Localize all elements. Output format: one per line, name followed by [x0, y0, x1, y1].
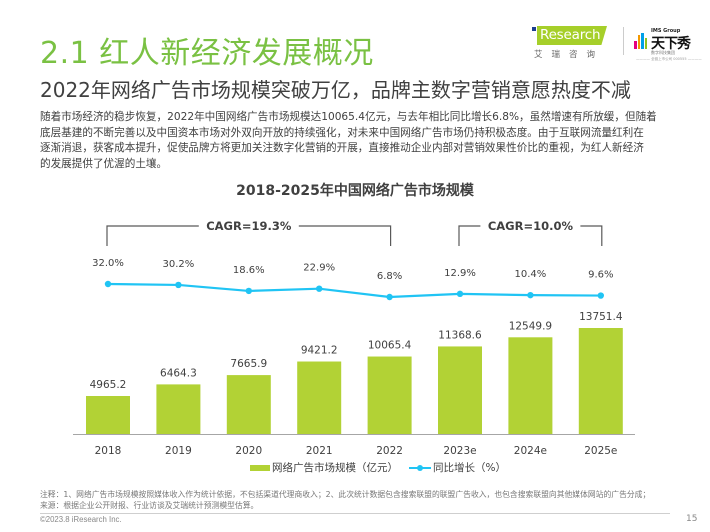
footnotes: 注释：1、网络广告市场规模按照媒体收入作为统计依据，不包括渠道代理商收入；2、此…: [40, 489, 650, 511]
body-paragraph: 随着市场经济的稳步恢复，2022年中国网络广告市场规模达10065.4亿元，与去…: [40, 110, 680, 172]
cagr-label: CAGR=10.0%: [488, 219, 574, 233]
growth-point-2024e: [527, 291, 534, 299]
body-line: 随着市场经济的稳步恢复，2022年中国网络广告市场规模达10065.4亿元，与去…: [40, 111, 657, 123]
growth-point-2023e: [456, 290, 464, 298]
bar-2023e: [438, 346, 482, 434]
body-line: 的发展提供了优渥的土壤。: [40, 157, 168, 170]
legend-bar-swatch-icon: [250, 464, 270, 471]
bar-2022: [367, 356, 412, 434]
x-tick-label: 2023e: [443, 445, 476, 457]
growth-point-2025e: [597, 292, 604, 299]
bar-2025e: [578, 328, 623, 434]
bar-value-label: 11368.6: [438, 329, 482, 341]
cagr-bracket-left: [106, 225, 199, 246]
txx-logo: IMS Group 天下秀 数字科技集团 ———— 全链上市公司 000555 …: [634, 25, 710, 61]
growth-point-2022: [386, 293, 393, 301]
growth-point-2018: [104, 280, 112, 288]
cagr-bracket-right: [580, 225, 603, 246]
growth-point-2021: [316, 285, 323, 292]
iresearch-i-icon: [532, 27, 538, 45]
growth-value-label: 12.9%: [444, 268, 476, 279]
bar-value-label: 4965.2: [90, 379, 127, 391]
body-line: 底层基建的不断完善以及中国资本市场对外双向开放的持续强化，对未来中国网络广告市场…: [40, 126, 644, 139]
growth-value-label: 18.6%: [233, 265, 265, 276]
x-tick-label: 2020: [235, 445, 262, 457]
bar-2020: [226, 375, 271, 434]
iresearch-logo: Research 艾瑞咨询: [532, 26, 612, 60]
growth-line: [107, 282, 601, 299]
legend-line-swatch-icon: [409, 463, 431, 473]
x-axis: 2018 2019 2020 2021 2022 2023e 2024e 2025e: [73, 434, 635, 457]
bar-2019: [156, 384, 201, 434]
x-tick-label: 2018: [95, 445, 122, 457]
x-tick-label: 2021: [306, 445, 333, 457]
body-line: 逐渐消退，获客成本提升，促使品牌方将更加关注数字化营销的开展，直接推动企业内部对…: [40, 142, 644, 154]
legend-label: 同比增长（%）: [433, 462, 506, 474]
bar-value-label: 9421.2: [301, 345, 338, 357]
bar-2018: [86, 396, 130, 434]
growth-value-label: 10.4%: [515, 269, 547, 280]
growth-value-label: 6.8%: [377, 271, 402, 282]
growth-value-label: 22.9%: [303, 263, 335, 274]
iresearch-logo-cn: 艾瑞咨询: [534, 50, 605, 60]
legend-item-growth: 同比增长（%）: [409, 460, 506, 475]
line-series: 32.0% 30.2% 18.6% 22.9% 6.8% 12.9% 10.4% 9.6%: [92, 258, 614, 301]
legend-item-market-size: 网络广告市场规模（亿元）: [250, 460, 398, 475]
growth-point-2019: [175, 281, 182, 289]
page-subtitle: 2022年网络广告市场规模突破万亿，品牌主数字营销意愿热度不减: [40, 78, 631, 102]
iresearch-logo-box: [537, 26, 607, 45]
bar-value-label: 10065.4: [368, 340, 412, 352]
footnote-source: 来源：根据企业公开财报、行业访谈及艾瑞统计预测模型估算。: [40, 501, 259, 510]
chart-title: 2018-2025年中国网络广告市场规模: [236, 183, 474, 199]
bar-2021: [297, 361, 342, 434]
bar-value-label: 12549.9: [509, 320, 552, 332]
bar-value-label: 6464.3: [160, 367, 197, 379]
iresearch-logo-text: Research: [540, 27, 601, 43]
growth-point-2020: [245, 287, 252, 295]
bar-series: 4965.2 6464.3 7665.9 9421.2 10065.4 11368.6 12…: [86, 311, 623, 434]
bar-2024e: [508, 337, 553, 434]
growth-value-label: 32.0%: [92, 258, 124, 269]
growth-value-label: 30.2%: [163, 259, 195, 270]
cagr-label: CAGR=19.3%: [206, 219, 292, 233]
cagr-annotations: CAGR=19.3% CAGR=10.0%: [106, 219, 603, 246]
legend-label: 网络广告市场规模（亿元）: [272, 462, 398, 474]
copyright: ©2023.8 iResearch Inc.: [40, 515, 122, 524]
cagr-bracket-left: [458, 225, 481, 246]
txx-tagline: ———— 全链上市公司 000555 ————: [636, 57, 702, 61]
x-tick-label: 2022: [376, 445, 403, 457]
bar-value-label: 13751.4: [579, 311, 623, 323]
page-title: 2.1 红人新经济发展概况: [40, 36, 374, 71]
txx-bars-icon: [634, 33, 648, 49]
page-number: 15: [686, 514, 698, 524]
footnote-line: 注释：1、网络广告市场规模按照媒体收入作为统计依据，不包括渠道代理商收入；2、此…: [40, 490, 651, 499]
logo-divider: [623, 27, 624, 55]
txx-name: 天下秀: [651, 36, 691, 52]
growth-value-label: 9.6%: [588, 270, 613, 281]
cagr-bracket-right: [298, 225, 392, 246]
footer-divider: [40, 513, 670, 514]
x-tick-label: 2025e: [584, 445, 617, 457]
x-tick-label: 2019: [165, 445, 192, 457]
bar-value-label: 7665.9: [230, 358, 267, 370]
txx-sub: 数字科技集团: [651, 50, 675, 55]
x-tick-label: 2024e: [514, 445, 547, 457]
txx-group-label: IMS Group: [651, 28, 681, 34]
